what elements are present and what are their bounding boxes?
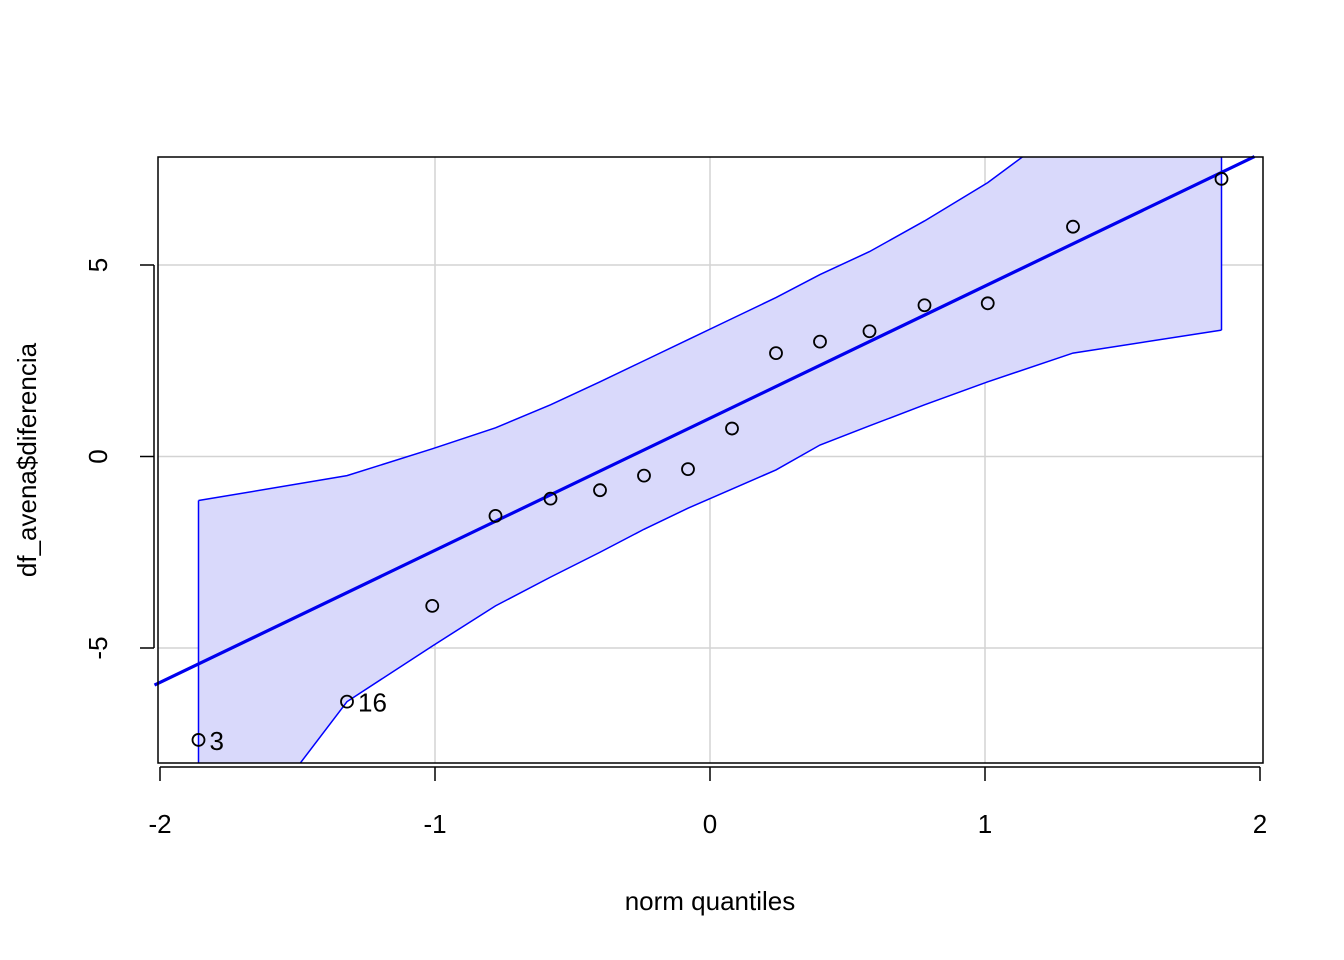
y-tick-label: 5 <box>83 258 113 272</box>
data-point <box>769 346 783 360</box>
y-axis-label: df_avena$diferencia <box>12 342 42 577</box>
data-point <box>862 324 877 339</box>
x-tick-label: -1 <box>423 809 446 839</box>
data-points <box>191 171 1229 747</box>
data-point <box>425 598 440 613</box>
data-point <box>917 298 932 313</box>
point-labels: 3 16 <box>210 688 387 756</box>
data-point <box>637 468 651 483</box>
data-point <box>340 694 354 709</box>
envelope-upper-line <box>198 157 1024 502</box>
data-point <box>725 421 739 436</box>
y-axis: -5 0 5 <box>83 258 155 660</box>
x-tick-label: -2 <box>148 809 171 839</box>
data-point <box>1214 171 1229 186</box>
y-tick-label: 0 <box>83 449 113 463</box>
x-tick-label: 1 <box>978 809 992 839</box>
data-point <box>488 508 503 523</box>
x-axis: -2 -1 0 1 2 <box>148 766 1267 839</box>
data-point <box>681 462 695 477</box>
data-point <box>543 491 558 506</box>
x-tick-label: 2 <box>1253 809 1267 839</box>
x-axis-label: norm quantiles <box>625 886 796 916</box>
data-point <box>191 733 206 747</box>
reference-line-group <box>153 155 1256 687</box>
data-point <box>813 334 827 349</box>
envelope-lower-line <box>299 329 1222 763</box>
reference-line <box>153 155 1256 687</box>
envelope-fill <box>198 157 1222 763</box>
point-id-label: 16 <box>358 688 387 718</box>
data-point <box>1066 219 1080 234</box>
data-point <box>980 296 995 311</box>
x-tick-label: 0 <box>703 809 717 839</box>
data-point <box>593 483 607 498</box>
plot-frame <box>157 156 1264 764</box>
point-id-label: 3 <box>210 726 224 756</box>
confidence-envelope <box>197 157 1223 763</box>
y-tick-label: -5 <box>83 636 113 659</box>
